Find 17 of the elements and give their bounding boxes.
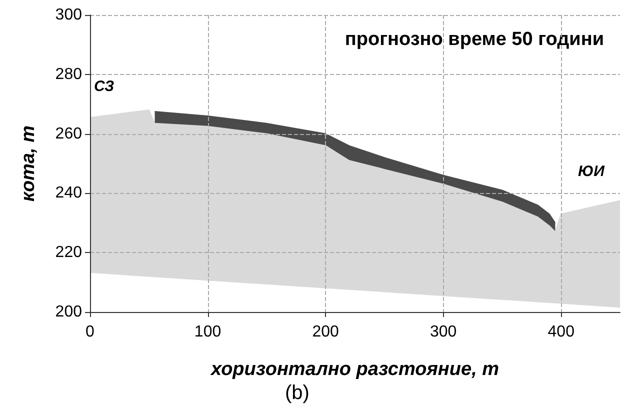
y-tick-label: 200 xyxy=(55,304,82,320)
y-tick-label: 260 xyxy=(55,125,82,142)
x-tick-label: 400 xyxy=(548,324,575,340)
x-tick-label: 300 xyxy=(430,324,457,340)
y-tick-label: 240 xyxy=(55,184,82,202)
annotation: ЮИ xyxy=(578,163,604,180)
y-tick-label: 280 xyxy=(55,66,82,83)
y-axis-title: кота, m xyxy=(18,125,39,202)
text: прогнозно време 50 години xyxy=(344,29,604,50)
y-tick-label: 220 xyxy=(55,244,82,262)
x-tick-label: 100 xyxy=(194,324,222,340)
y-tick-label: 300 xyxy=(55,6,82,24)
annotation: СЗ xyxy=(94,78,114,95)
x-tick-label: 200 xyxy=(312,324,339,340)
text: (b) xyxy=(285,382,310,405)
x-axis-title: хоризонтално разстояние, m xyxy=(210,359,500,380)
x-tick-label: 0 xyxy=(86,324,95,340)
